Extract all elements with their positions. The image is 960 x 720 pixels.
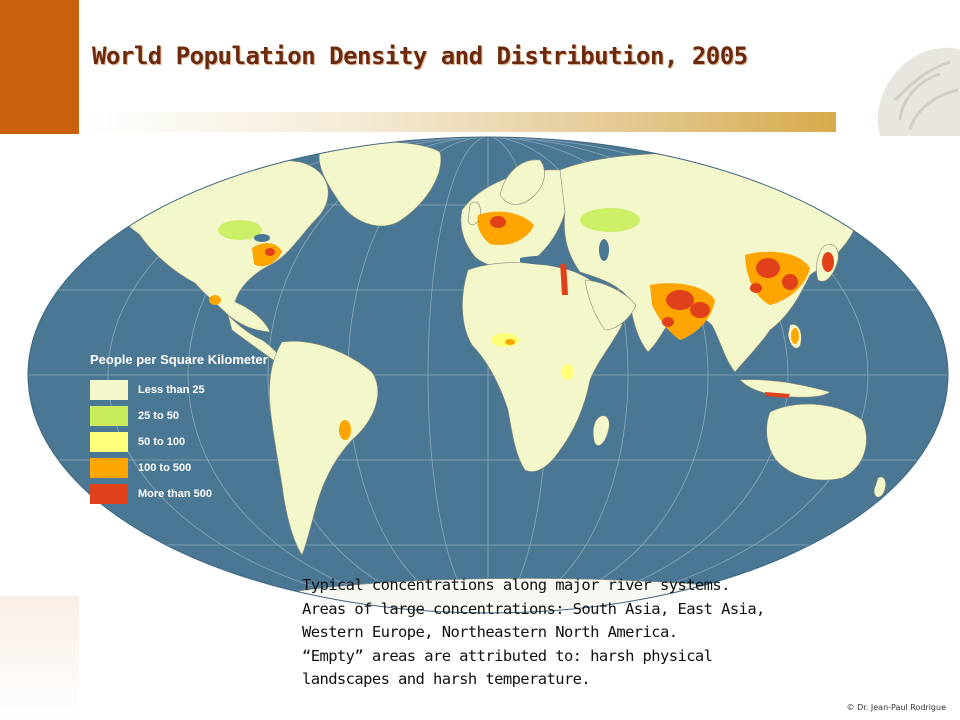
inland-seas xyxy=(254,234,609,265)
globe-decoration xyxy=(877,47,960,136)
greenland xyxy=(318,141,442,227)
legend-label: 100 to 500 xyxy=(138,462,192,474)
legend-swatch xyxy=(90,458,128,478)
africa xyxy=(462,262,623,472)
legend-item: 100 to 500 xyxy=(90,455,286,481)
madagascar xyxy=(592,415,610,446)
legend-label: 25 to 50 xyxy=(138,410,179,422)
south-america xyxy=(269,341,379,556)
arabia xyxy=(584,279,637,331)
australia xyxy=(766,403,867,481)
legend-swatch xyxy=(90,432,128,452)
new-zealand xyxy=(873,476,886,498)
indonesia xyxy=(739,379,831,398)
legend-swatch xyxy=(90,406,128,426)
caption-line: landscapes and harsh temperature. xyxy=(302,670,591,688)
slide-title: World Population Density and Distributio… xyxy=(92,42,748,70)
caption-line: “Empty” areas are attributed to: harsh p… xyxy=(302,646,713,665)
title-underline-bar xyxy=(84,112,836,132)
legend-swatch xyxy=(90,380,128,400)
legend-label: 50 to 100 xyxy=(138,436,186,448)
slide-caption: Typical concentrations along major river… xyxy=(302,574,765,692)
legend-label: Less than 25 xyxy=(138,384,205,396)
copyright-credit: © Dr. Jean-Paul Rodrigue xyxy=(846,703,946,712)
central-america xyxy=(227,313,283,363)
legend-swatch xyxy=(90,484,128,504)
caption-line: Western Europe, Northeastern North Ameri… xyxy=(302,623,678,641)
legend-item: 50 to 100 xyxy=(90,429,286,455)
legend-item: 25 to 50 xyxy=(90,403,286,429)
legend-label: More than 500 xyxy=(138,488,212,500)
caption-line: Typical concentrations along major river… xyxy=(302,576,730,594)
legend-item: More than 500 xyxy=(90,481,286,507)
map-legend: People per Square Kilometer Less than 25… xyxy=(86,352,286,507)
scandinavia xyxy=(499,159,545,205)
accent-block xyxy=(0,0,79,134)
accent-fade xyxy=(0,596,79,720)
caption-line: Areas of large concentrations: South Asi… xyxy=(302,599,765,618)
legend-title: People per Square Kilometer xyxy=(90,352,268,367)
density-hotspots xyxy=(209,208,834,440)
legend-item: Less than 25 xyxy=(90,377,286,403)
